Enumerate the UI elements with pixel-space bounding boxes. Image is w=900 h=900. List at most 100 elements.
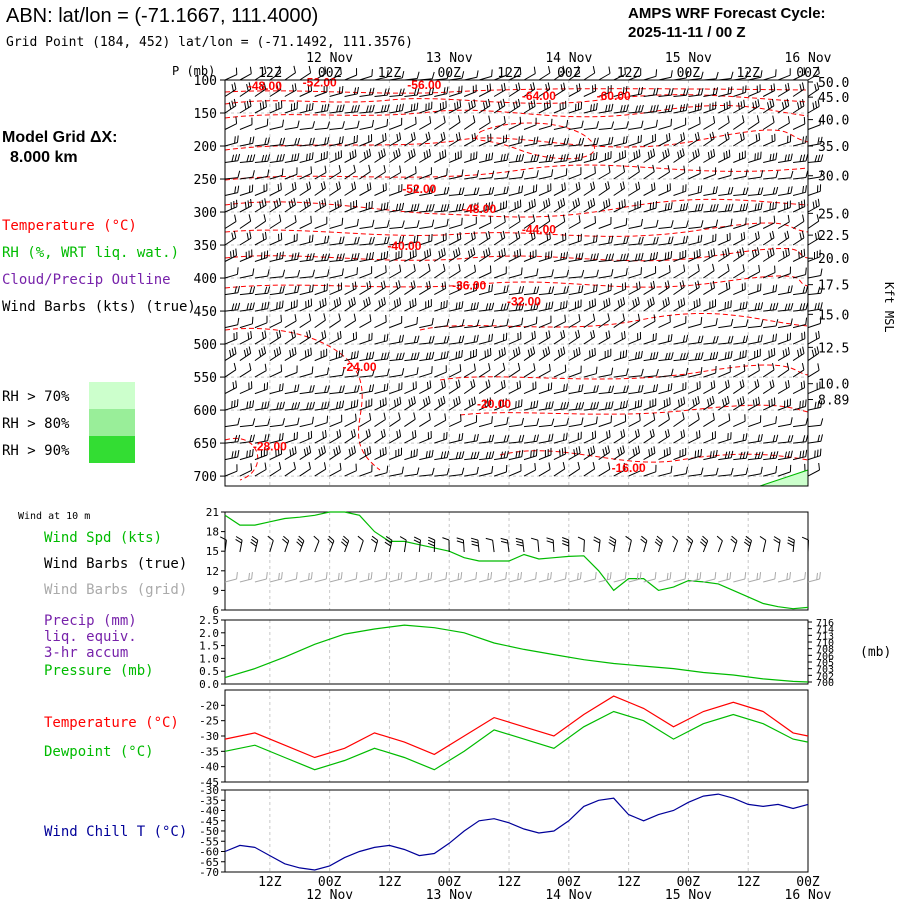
wind-barb <box>404 298 416 311</box>
wind-barb <box>748 84 760 96</box>
wind-barb <box>449 380 460 394</box>
cs-ytick-label: 700 <box>194 470 217 485</box>
wind-barb <box>509 381 521 394</box>
wind-barb <box>629 267 642 278</box>
wind-barb <box>389 368 403 377</box>
wind-barb <box>599 298 610 311</box>
wind-barb <box>270 252 284 262</box>
wind-barb <box>703 248 714 261</box>
wind-barb <box>285 138 300 146</box>
wind-barb <box>255 287 270 295</box>
wind-barb <box>793 418 808 427</box>
wind-barb <box>225 450 239 460</box>
wind-barb <box>255 331 266 345</box>
wind-barb <box>703 352 717 361</box>
wind-barb <box>270 168 283 179</box>
wind-barb-grid <box>569 572 581 582</box>
wind-barb <box>763 380 774 394</box>
top-hour-label: 12Z <box>736 66 760 81</box>
wind-barb <box>240 199 252 212</box>
wind-barb <box>419 149 430 163</box>
wind-barb <box>330 105 345 114</box>
wind-barb-10m <box>547 538 554 552</box>
wind-barb <box>733 85 746 96</box>
wind-barb <box>449 433 463 443</box>
wind-barb <box>569 153 583 162</box>
wind-barb <box>285 83 296 96</box>
wind-barb <box>584 121 599 129</box>
wind-barb <box>434 468 449 476</box>
wind-barb <box>763 435 778 443</box>
temp-contour-label: -28.00 <box>253 439 287 453</box>
wind-barb <box>748 115 759 129</box>
legend-cloud: Cloud/Precip Outline <box>2 272 171 288</box>
wind-barb <box>703 167 715 179</box>
legend-rh70: RH > 70% <box>2 389 70 405</box>
wind-barb <box>644 120 658 130</box>
wind-barb <box>225 363 236 377</box>
wind-barb <box>404 381 416 393</box>
wind-barb <box>629 182 640 196</box>
wind-barb <box>509 200 521 212</box>
wind-barb <box>330 218 343 229</box>
wind-barb <box>718 380 729 394</box>
wind-barb <box>688 468 703 477</box>
wind-barb-10m <box>297 536 304 552</box>
wind-barb-10m <box>328 536 334 552</box>
wind-barb <box>539 383 552 394</box>
wind-barb <box>569 300 581 312</box>
wind-barb <box>315 446 326 460</box>
wind-barb <box>584 198 595 212</box>
wind-barb <box>688 352 703 360</box>
wind-barb <box>524 269 538 279</box>
wind-barb <box>644 220 658 229</box>
wind-barb <box>659 237 674 246</box>
wind-barb-grid <box>285 572 297 582</box>
wind-barb <box>718 132 729 146</box>
wind-barb <box>464 434 478 443</box>
wind-barb <box>225 267 238 278</box>
wind-barb <box>419 431 431 443</box>
wind-barb <box>569 182 580 196</box>
temp-contour-label: -32.00 <box>507 294 541 308</box>
wind-barb <box>763 202 776 213</box>
cs-ytick-label: 150 <box>194 107 217 122</box>
cs-right-tick-label: 12.5 <box>818 341 849 356</box>
wind-barb <box>629 237 644 245</box>
panel-ytick-label: -30 <box>199 784 219 797</box>
wind-barb <box>300 462 311 476</box>
wind-barb <box>255 214 266 228</box>
wind-barb <box>360 182 371 195</box>
wind-barb <box>240 449 253 460</box>
rh90-swatch <box>89 436 135 463</box>
wind-barb <box>733 187 748 195</box>
wind-barb <box>778 451 792 460</box>
wind-barb <box>659 119 672 130</box>
wind-barb-grid <box>345 572 357 582</box>
wind-barb <box>464 99 475 113</box>
wind-barb <box>509 332 521 344</box>
wind-barb <box>674 148 685 162</box>
wind-barb <box>688 430 700 443</box>
wind-barb <box>300 348 312 361</box>
wind-barb <box>539 66 550 80</box>
wind-barb <box>434 168 447 179</box>
wind-barb <box>389 382 402 393</box>
wind-barb <box>733 451 748 459</box>
wind-barb <box>599 462 610 476</box>
wind-barb-10m <box>358 536 363 552</box>
wind-barb <box>360 105 375 113</box>
wind-barb <box>614 350 627 361</box>
wind-barb <box>659 429 670 443</box>
wind-barb <box>688 264 699 278</box>
wind-barb <box>584 216 596 229</box>
top-hour-label: 12Z <box>378 66 402 81</box>
panel-ytick-label: -35 <box>199 745 219 758</box>
temp-contour-label: -40.00 <box>387 239 421 253</box>
wind-barb <box>539 198 550 212</box>
wind-barb <box>674 280 685 294</box>
wind-barb <box>703 431 715 443</box>
wind-barb <box>330 385 345 393</box>
wind-barb <box>389 133 400 147</box>
wind-barb <box>524 382 536 394</box>
